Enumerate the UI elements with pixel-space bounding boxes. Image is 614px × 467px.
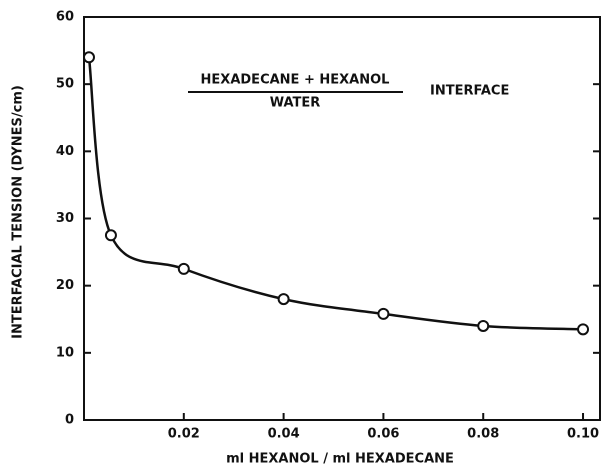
x-tick-label: 0.04 <box>268 427 300 442</box>
y-tick-label: 0 <box>65 413 74 428</box>
data-point <box>477 319 490 332</box>
y-tick-label: 20 <box>56 278 74 293</box>
data-point <box>82 51 95 64</box>
y-tick-label: 10 <box>56 345 74 360</box>
y-tick-label: 50 <box>56 77 74 92</box>
x-tick-label: 0.08 <box>467 427 499 442</box>
title-denominator: WATER <box>270 96 321 111</box>
y-tick-label: 30 <box>56 211 74 226</box>
data-point <box>577 323 590 336</box>
data-point <box>377 307 390 320</box>
y-tick-label: 60 <box>56 10 74 25</box>
x-tick-label: 0.10 <box>567 427 599 442</box>
data-point <box>177 262 190 275</box>
data-point <box>277 293 290 306</box>
title-suffix: INTERFACE <box>430 84 509 99</box>
x-tick-label: 0.02 <box>168 427 200 442</box>
y-tick-label: 40 <box>56 144 74 159</box>
title-numerator: HEXADECANE + HEXANOL <box>201 73 390 88</box>
y-axis-label: INTERFACIAL TENSION (DYNES/cm) <box>11 85 26 339</box>
x-tick-label: 0.06 <box>367 427 399 442</box>
data-point <box>104 229 117 242</box>
x-axis-label: ml HEXANOL / ml HEXADECANE <box>226 452 454 467</box>
